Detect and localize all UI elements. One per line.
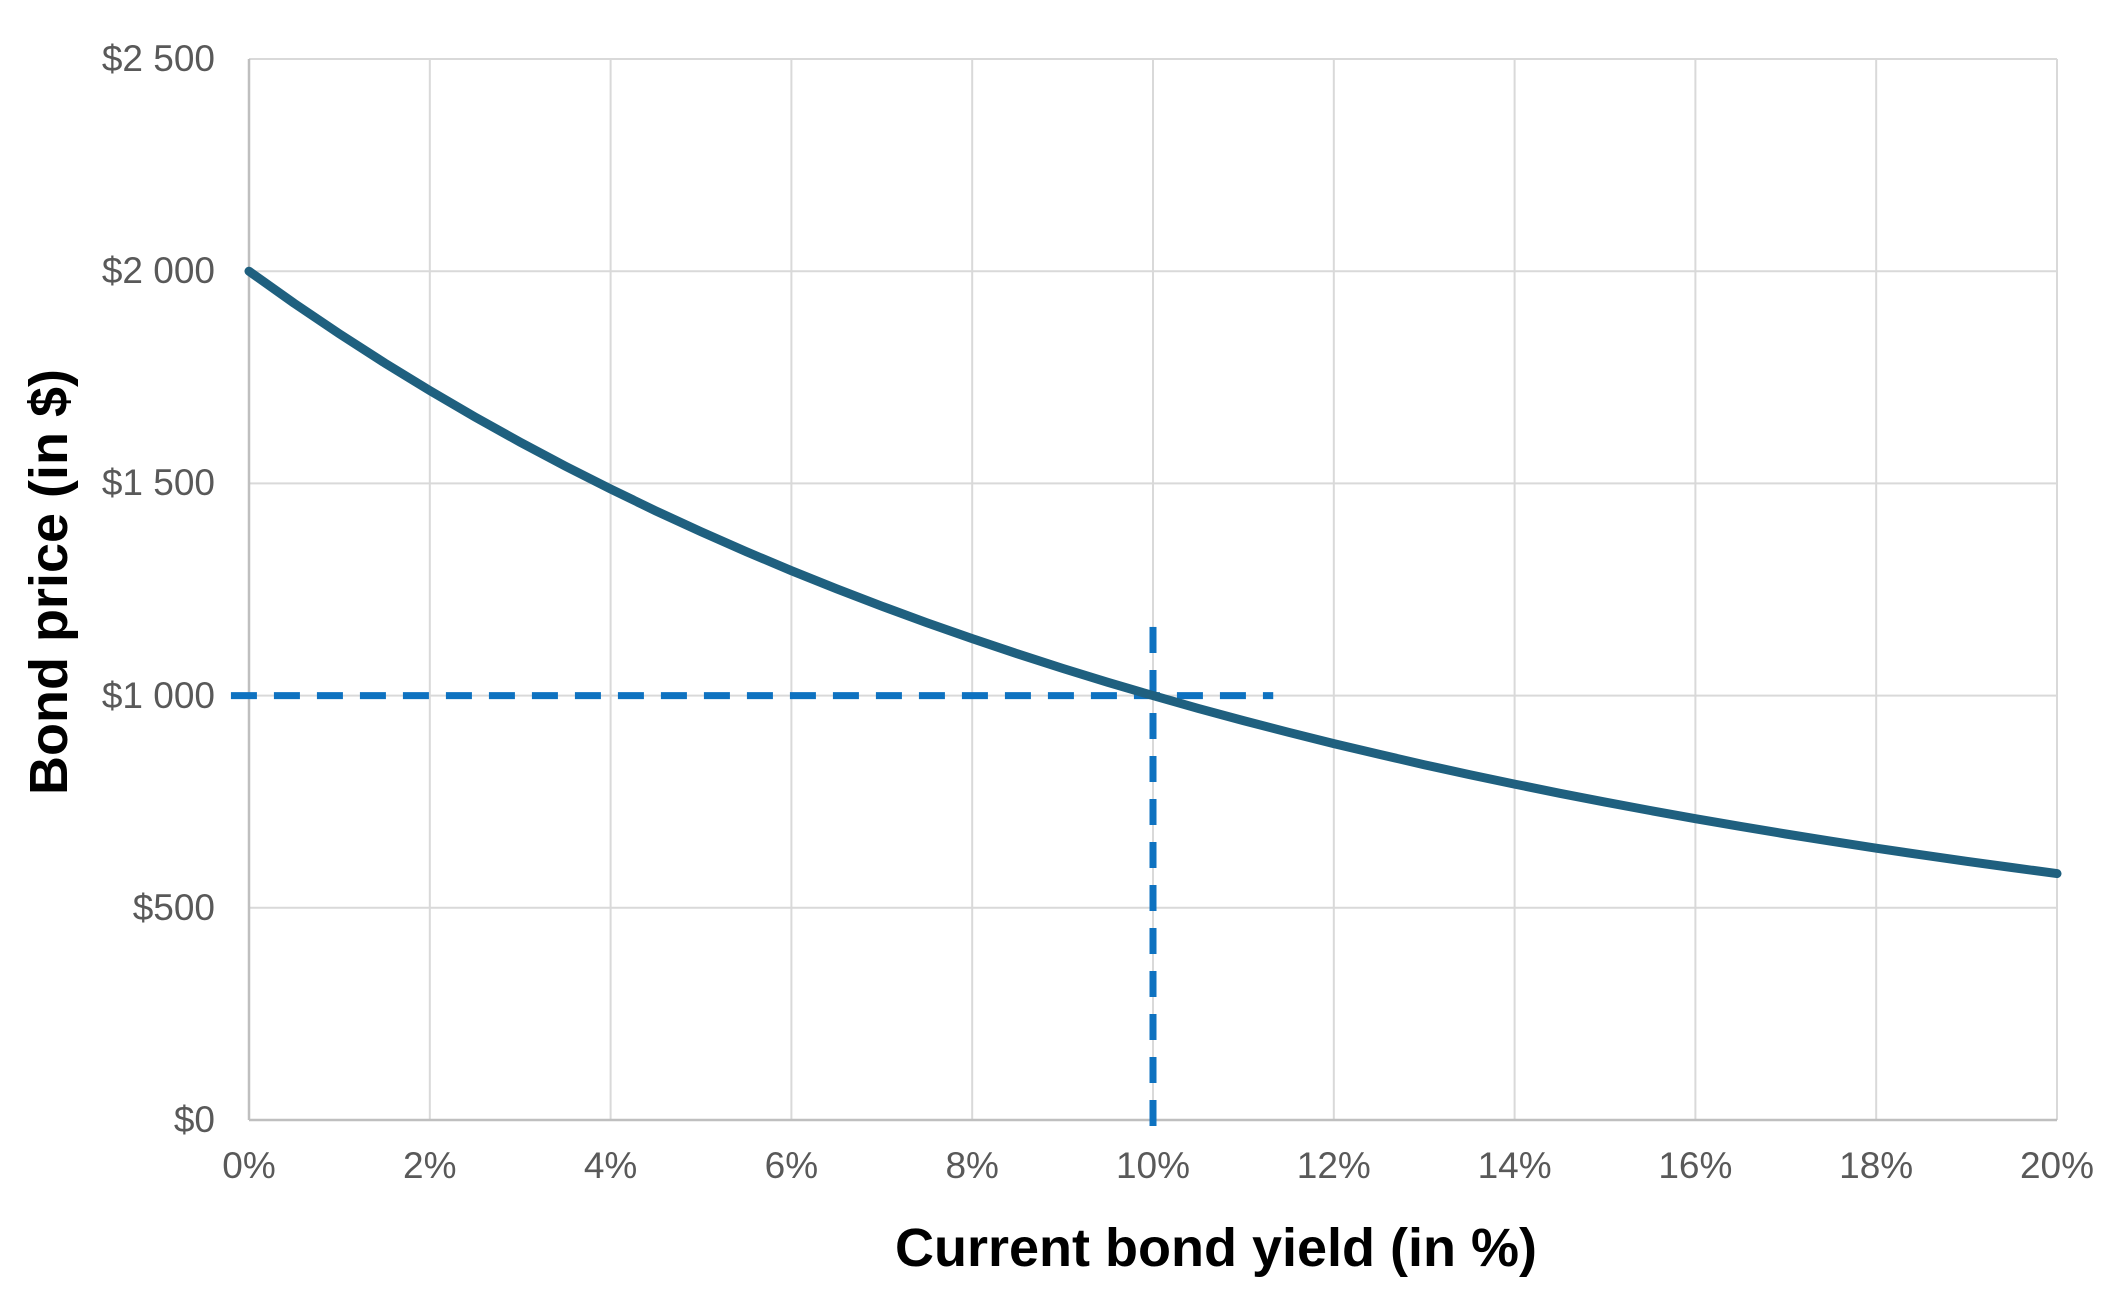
x-tick-label: 0% [222,1145,276,1186]
y-tick-label: $1 000 [101,674,215,716]
y-tick-label: $0 [173,1099,215,1140]
x-tick-label: 18% [1839,1145,1914,1186]
y-tick-label: $2 000 [101,250,215,292]
x-tick-label: 16% [1658,1145,1733,1186]
x-tick-label: 14% [1477,1145,1552,1186]
x-tick-label: 6% [764,1145,819,1186]
x-tick-label: 12% [1296,1145,1371,1186]
x-tick-label: 20% [2019,1145,2095,1186]
x-tick-label: 10% [1115,1145,1191,1186]
y-tick-label: $500 [132,886,215,928]
bond-price-curve [244,266,2062,879]
x-tick-label: 4% [583,1145,638,1186]
x-axis-title: Current bond yield (in %) [895,1218,1537,1278]
y-axis-title: Bond price (in $) [19,369,79,796]
x-tick-label: 2% [403,1145,457,1186]
y-tick-label: $2 500 [101,38,215,79]
x-tick-label: 8% [945,1145,999,1186]
y-tick-label: $1 500 [101,462,215,504]
